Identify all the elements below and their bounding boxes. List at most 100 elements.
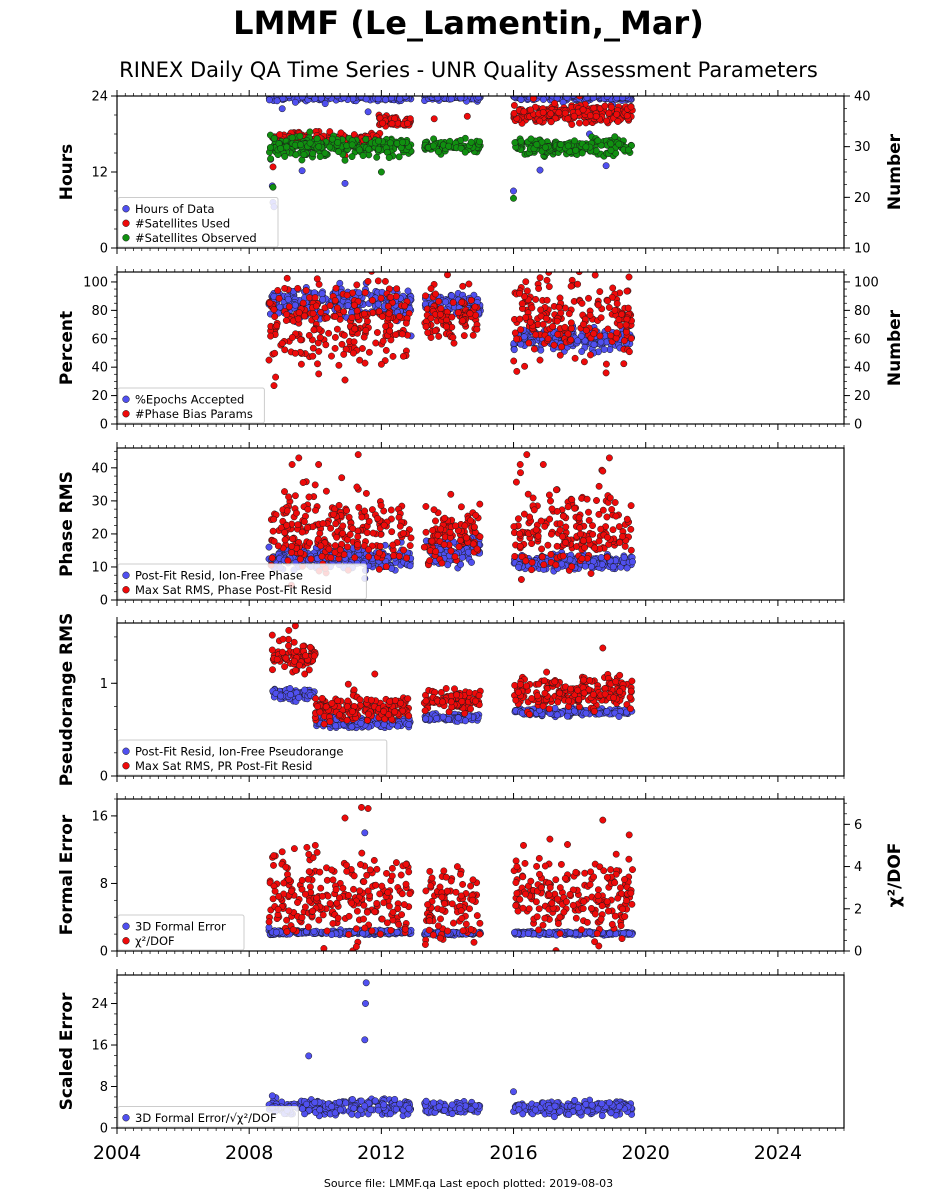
legend-marker <box>122 586 130 594</box>
data-point <box>393 285 401 293</box>
y-tick-label: 30 <box>91 494 108 509</box>
y-right-tick-label: 60 <box>854 332 871 347</box>
data-point <box>558 560 566 568</box>
data-point <box>341 376 349 384</box>
data-point <box>585 508 592 516</box>
data-point <box>346 531 354 538</box>
data-point <box>293 509 300 517</box>
data-point <box>311 481 319 489</box>
data-point <box>328 352 335 360</box>
y-right-tick-label: 10 <box>854 242 871 257</box>
data-point <box>539 320 547 328</box>
data-point <box>321 149 329 157</box>
data-point <box>434 96 442 102</box>
data-point <box>541 143 549 151</box>
data-point <box>326 143 334 151</box>
panel-3: 0 10 20 30 40 Phase RMS Post-Fit Resid, Ion-Fr… <box>57 442 845 609</box>
data-point <box>327 524 335 532</box>
data-point <box>571 137 578 145</box>
y-tick-label: 80 <box>91 304 108 319</box>
data-point <box>298 96 306 101</box>
data-point <box>621 542 629 550</box>
data-point <box>595 510 603 518</box>
data-point <box>435 332 443 340</box>
data-point <box>548 505 556 513</box>
data-point <box>513 367 521 375</box>
data-point <box>554 330 562 338</box>
data-point <box>316 529 324 537</box>
data-point <box>559 512 567 520</box>
data-point <box>465 280 473 288</box>
data-point <box>521 293 528 300</box>
data-point <box>361 507 369 515</box>
legend: Hours of Data#Satellites Used#Satellites… <box>117 197 279 248</box>
data-point <box>267 155 275 163</box>
legend-marker <box>122 571 130 579</box>
data-point <box>279 648 286 656</box>
data-point <box>551 99 559 107</box>
data-point <box>527 106 535 114</box>
data-point <box>550 341 558 349</box>
legend-label: #Phase Bias Params <box>135 407 253 421</box>
data-points <box>265 451 636 589</box>
data-point <box>604 325 612 333</box>
data-point <box>317 542 325 550</box>
data-point <box>332 722 340 730</box>
data-point <box>382 563 390 571</box>
data-point <box>557 309 565 317</box>
data-point <box>534 532 542 540</box>
data-point <box>436 310 444 318</box>
data-point <box>306 643 314 651</box>
data-point <box>518 300 526 308</box>
data-point <box>309 310 317 317</box>
legend-label: Post-Fit Resid, Ion-Free Phase <box>135 568 303 582</box>
data-point <box>283 274 291 282</box>
data-point <box>328 135 336 143</box>
data-point <box>603 553 611 561</box>
data-point <box>316 334 324 341</box>
y-tick-label: 20 <box>91 389 108 404</box>
data-point <box>583 96 591 101</box>
y-right-tick-label: 30 <box>854 140 871 155</box>
data-point <box>510 357 518 365</box>
data-point <box>461 148 469 156</box>
data-point <box>318 290 326 298</box>
data-point <box>306 96 314 99</box>
data-point <box>286 685 294 692</box>
data-point <box>572 146 580 154</box>
data-point <box>269 183 277 191</box>
data-point <box>605 454 613 462</box>
data-point <box>512 478 520 486</box>
data-point <box>295 661 303 669</box>
data-point <box>279 635 287 643</box>
data-point <box>355 503 363 511</box>
data-point <box>476 533 484 541</box>
data-point <box>540 561 548 569</box>
data-point <box>309 344 317 352</box>
data-point <box>467 296 475 304</box>
data-point <box>536 117 544 125</box>
data-point <box>553 542 561 550</box>
data-point <box>561 323 569 331</box>
data-point <box>627 502 635 510</box>
data-point <box>539 96 547 103</box>
data-point <box>589 522 596 530</box>
data-point <box>306 139 314 147</box>
data-point <box>356 356 364 364</box>
y-right-tick-label: 20 <box>854 191 871 206</box>
data-point <box>368 296 376 304</box>
data-point <box>333 304 341 312</box>
data-point <box>547 530 555 538</box>
data-point <box>422 503 430 510</box>
data-point <box>295 694 303 702</box>
data-point <box>270 515 278 523</box>
data-point <box>611 499 619 506</box>
data-point <box>349 349 357 357</box>
data-point <box>292 151 300 159</box>
data-point <box>288 134 296 142</box>
data-point <box>365 546 372 554</box>
data-point <box>377 360 385 368</box>
data-point <box>404 287 412 295</box>
data-point <box>596 332 604 340</box>
